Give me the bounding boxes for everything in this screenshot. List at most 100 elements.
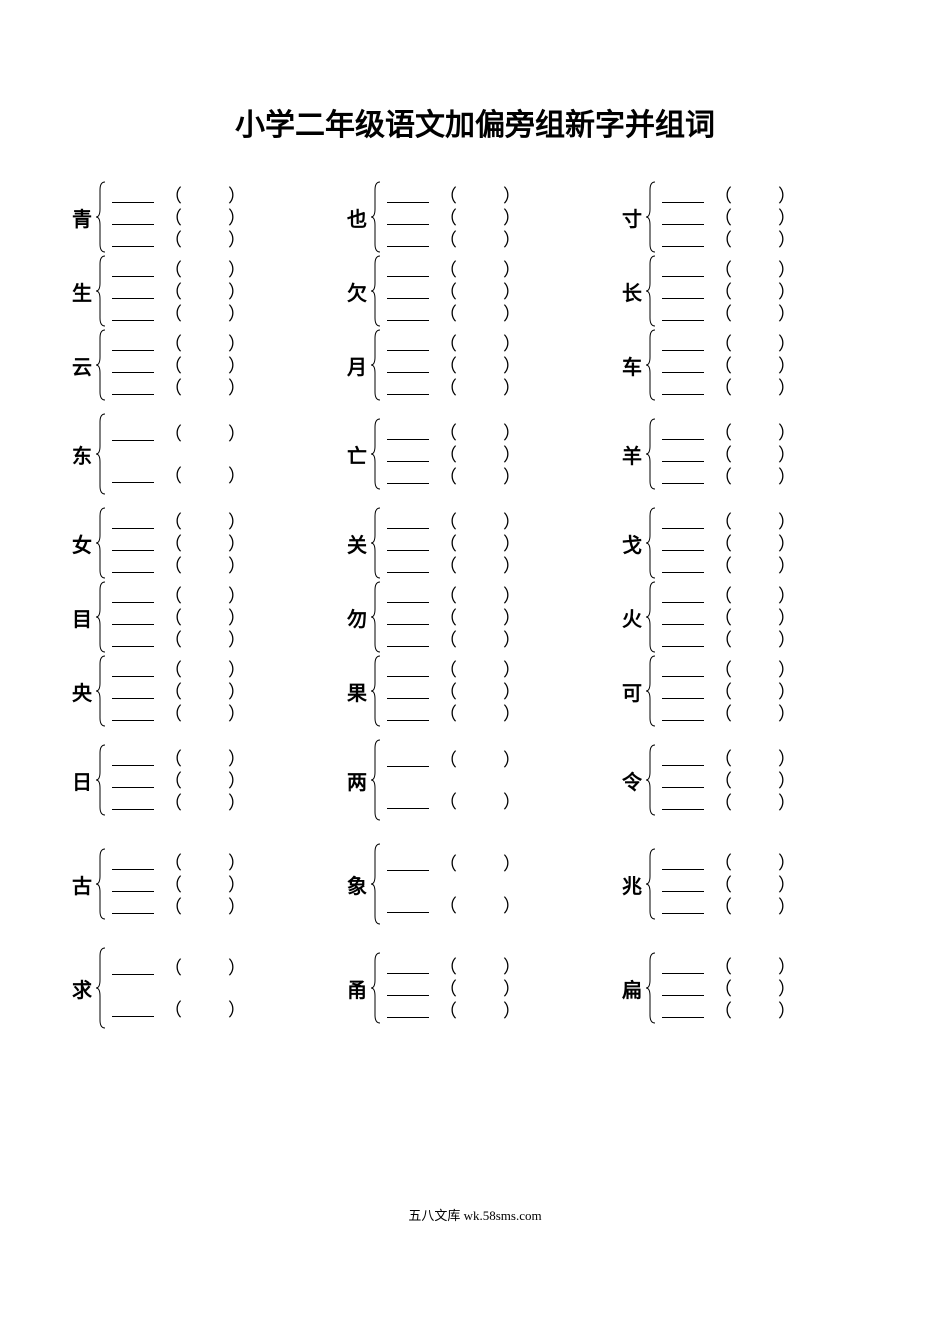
fill-blank[interactable]: [112, 379, 154, 395]
fill-blank[interactable]: [387, 705, 429, 721]
fill-blank[interactable]: [112, 425, 154, 441]
fill-blank[interactable]: [112, 261, 154, 277]
fill-blank[interactable]: [387, 1002, 429, 1018]
fill-blank[interactable]: [112, 587, 154, 603]
fill-blank[interactable]: [662, 631, 704, 647]
fill-blank[interactable]: [387, 683, 429, 699]
fill-blank[interactable]: [662, 854, 704, 870]
fill-blank[interactable]: [662, 980, 704, 996]
fill-blank[interactable]: [387, 231, 429, 247]
fill-blank[interactable]: [662, 379, 704, 395]
fill-blank[interactable]: [112, 209, 154, 225]
fill-blank[interactable]: [662, 794, 704, 810]
fill-blank[interactable]: [662, 513, 704, 529]
fill-blank[interactable]: [662, 958, 704, 974]
fill-blank[interactable]: [662, 209, 704, 225]
fill-blank[interactable]: [387, 661, 429, 677]
fill-blank[interactable]: [387, 609, 429, 625]
fill-blank[interactable]: [112, 305, 154, 321]
worksheet-row: 日 （）（）（）两 （）（）令 （）（）（）: [70, 728, 880, 832]
fill-blank[interactable]: [112, 876, 154, 892]
fill-blank[interactable]: [662, 898, 704, 914]
fill-blank[interactable]: [112, 750, 154, 766]
fill-blank[interactable]: [387, 424, 429, 440]
fill-blank[interactable]: [112, 535, 154, 551]
fill-blank[interactable]: [662, 335, 704, 351]
fill-blank[interactable]: [387, 305, 429, 321]
paren-open: （: [164, 954, 182, 980]
fill-blank[interactable]: [387, 446, 429, 462]
fill-blank[interactable]: [387, 468, 429, 484]
fill-blank[interactable]: [112, 683, 154, 699]
fill-blank[interactable]: [112, 1001, 154, 1017]
fill-blank[interactable]: [112, 661, 154, 677]
answer-line: （）: [383, 628, 605, 650]
fill-blank[interactable]: [112, 772, 154, 788]
fill-blank[interactable]: [387, 897, 429, 913]
radical-char: 扁: [620, 974, 644, 1003]
fill-blank[interactable]: [662, 609, 704, 625]
fill-blank[interactable]: [662, 305, 704, 321]
fill-blank[interactable]: [662, 587, 704, 603]
fill-blank[interactable]: [662, 446, 704, 462]
fill-blank[interactable]: [112, 959, 154, 975]
fill-blank[interactable]: [112, 231, 154, 247]
fill-blank[interactable]: [662, 661, 704, 677]
fill-blank[interactable]: [662, 705, 704, 721]
fill-blank[interactable]: [387, 980, 429, 996]
fill-blank[interactable]: [662, 772, 704, 788]
fill-blank[interactable]: [387, 357, 429, 373]
fill-blank[interactable]: [662, 468, 704, 484]
answer-line: （）: [108, 228, 330, 250]
fill-blank[interactable]: [387, 335, 429, 351]
fill-blank[interactable]: [662, 557, 704, 573]
fill-blank[interactable]: [112, 854, 154, 870]
fill-blank[interactable]: [662, 1002, 704, 1018]
answer-line: （）: [108, 584, 330, 606]
fill-blank[interactable]: [387, 557, 429, 573]
fill-blank[interactable]: [387, 513, 429, 529]
fill-blank[interactable]: [112, 898, 154, 914]
radical-char: 勿: [345, 603, 369, 632]
fill-blank[interactable]: [662, 535, 704, 551]
fill-blank[interactable]: [662, 876, 704, 892]
fill-blank[interactable]: [387, 535, 429, 551]
fill-blank[interactable]: [662, 187, 704, 203]
answer-line: （）: [383, 354, 605, 376]
fill-blank[interactable]: [112, 513, 154, 529]
fill-blank[interactable]: [112, 467, 154, 483]
fill-blank[interactable]: [662, 261, 704, 277]
answer-line: （）: [108, 510, 330, 532]
fill-blank[interactable]: [387, 187, 429, 203]
fill-blank[interactable]: [662, 750, 704, 766]
fill-blank[interactable]: [662, 357, 704, 373]
fill-blank[interactable]: [112, 357, 154, 373]
fill-blank[interactable]: [387, 855, 429, 871]
fill-blank[interactable]: [662, 424, 704, 440]
fill-blank[interactable]: [662, 283, 704, 299]
fill-blank[interactable]: [112, 631, 154, 647]
brace-icon: [644, 180, 658, 254]
fill-blank[interactable]: [112, 335, 154, 351]
fill-blank[interactable]: [112, 557, 154, 573]
fill-blank[interactable]: [387, 631, 429, 647]
fill-blank[interactable]: [662, 683, 704, 699]
paren-close: ）: [228, 300, 246, 326]
fill-blank[interactable]: [112, 609, 154, 625]
fill-blank[interactable]: [112, 705, 154, 721]
fill-blank[interactable]: [387, 587, 429, 603]
fill-blank[interactable]: [387, 261, 429, 277]
fill-blank[interactable]: [387, 751, 429, 767]
fill-blank[interactable]: [387, 958, 429, 974]
fill-blank[interactable]: [112, 283, 154, 299]
radical-char: 可: [620, 677, 644, 706]
fill-blank[interactable]: [387, 283, 429, 299]
fill-blank[interactable]: [662, 231, 704, 247]
fill-blank[interactable]: [112, 187, 154, 203]
worksheet-cell: 女 （）（）（）: [70, 506, 330, 580]
fill-blank[interactable]: [387, 209, 429, 225]
fill-blank[interactable]: [387, 793, 429, 809]
fill-blank[interactable]: [112, 794, 154, 810]
fill-blank[interactable]: [387, 379, 429, 395]
brace-icon: [94, 946, 108, 1030]
